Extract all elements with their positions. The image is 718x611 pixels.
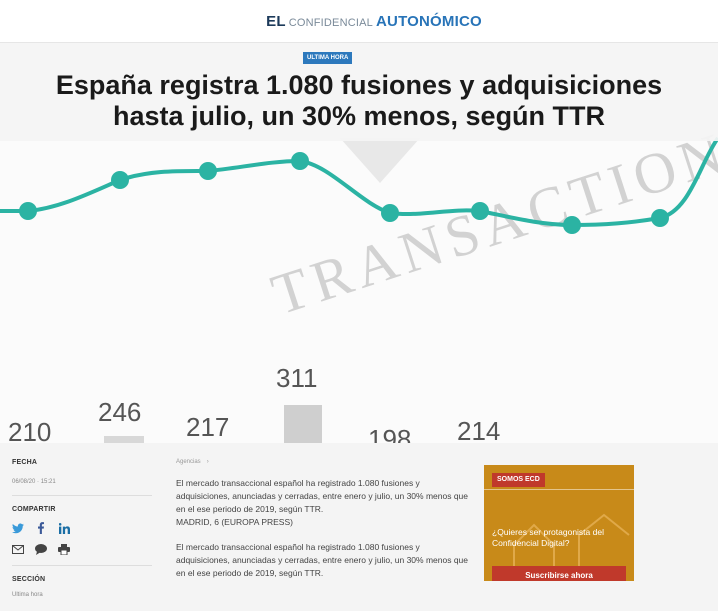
chart-point bbox=[291, 152, 309, 170]
chart-point bbox=[19, 202, 37, 220]
bar-label: 217 bbox=[186, 412, 229, 442]
ultima-hora-badge[interactable]: Ultima hora bbox=[303, 52, 353, 64]
article-paragraph-1: El mercado transaccional español ha regi… bbox=[176, 477, 476, 529]
chart-bar bbox=[104, 436, 144, 443]
email-icon[interactable] bbox=[12, 543, 24, 555]
ad-tag: SOMOS ECD bbox=[492, 473, 545, 487]
headline-line-1: España registra 1.080 fusiones y adquisi… bbox=[55, 70, 663, 100]
share-row-2 bbox=[12, 543, 152, 555]
bar-label: 311 bbox=[276, 363, 317, 393]
breadcrumb-separator: › bbox=[206, 459, 209, 465]
bar-label: 198 bbox=[368, 424, 411, 443]
site-logo[interactable]: EL Confidencial AUTONÓMICO bbox=[266, 13, 482, 30]
seccion-label: SECCIÓN bbox=[12, 576, 46, 583]
chart-point bbox=[563, 216, 581, 234]
logo-autonomico: AUTONÓMICO bbox=[376, 12, 482, 30]
linkedin-icon[interactable] bbox=[58, 522, 70, 534]
article-headline: España registra 1.080 fusiones y adquisi… bbox=[0, 70, 718, 132]
seccion-value[interactable]: Ultima hora bbox=[12, 592, 43, 598]
facebook-icon[interactable] bbox=[35, 522, 47, 534]
fecha-value: 06/08/20 · 15:21 bbox=[12, 479, 56, 485]
meta-column: FECHA 06/08/20 · 15:21 COMPARTIR bbox=[12, 459, 152, 598]
divider bbox=[12, 565, 152, 566]
comment-icon[interactable] bbox=[35, 543, 47, 555]
article-paragraph-2: El mercado transaccional español ha regi… bbox=[176, 541, 476, 580]
subscription-ad[interactable]: SOMOS ECD ¿Quieres ser protagonista del … bbox=[484, 465, 634, 581]
share-row bbox=[12, 522, 152, 534]
ad-text: ¿Quieres ser protagonista del Confidenci… bbox=[492, 527, 604, 548]
bar-label: 214 bbox=[457, 416, 500, 443]
fecha-label: FECHA bbox=[12, 459, 38, 466]
print-icon[interactable] bbox=[58, 543, 70, 555]
chart-point bbox=[111, 171, 129, 189]
article-body: Agencias › El mercado transaccional españ… bbox=[176, 459, 476, 580]
dateline: MADRID, 6 (EUROPA PRESS) bbox=[176, 517, 293, 527]
bar-label: 210 bbox=[8, 417, 51, 443]
ad-background-art bbox=[513, 513, 630, 581]
headline-line-2: hasta julio, un 30% menos, según TTR bbox=[112, 101, 606, 131]
article-body-area: FECHA 06/08/20 · 15:21 COMPARTIR bbox=[0, 443, 718, 611]
subscribe-button[interactable]: Suscribirse ahora bbox=[492, 566, 626, 581]
chart-point bbox=[381, 204, 399, 222]
headline-band bbox=[0, 43, 718, 141]
logo-confidencial: Confidencial bbox=[288, 16, 373, 29]
divider bbox=[12, 495, 152, 496]
chart-point bbox=[651, 209, 669, 227]
paragraph-text: El mercado transaccional español ha regi… bbox=[176, 478, 469, 514]
breadcrumb: Agencias › bbox=[176, 459, 476, 465]
chart-point bbox=[471, 202, 489, 220]
ad-divider bbox=[484, 489, 634, 490]
chart-point bbox=[199, 162, 217, 180]
breadcrumb-agencias[interactable]: Agencias bbox=[176, 459, 201, 465]
paragraph-text: El mercado transaccional español ha regi… bbox=[176, 542, 469, 578]
twitter-icon[interactable] bbox=[12, 522, 24, 534]
bar-label: 246 bbox=[98, 397, 141, 427]
site-header: EL Confidencial AUTONÓMICO bbox=[0, 0, 718, 43]
compartir-label: COMPARTIR bbox=[12, 506, 56, 513]
logo-el: EL bbox=[266, 12, 286, 30]
chart-bar bbox=[284, 405, 322, 443]
